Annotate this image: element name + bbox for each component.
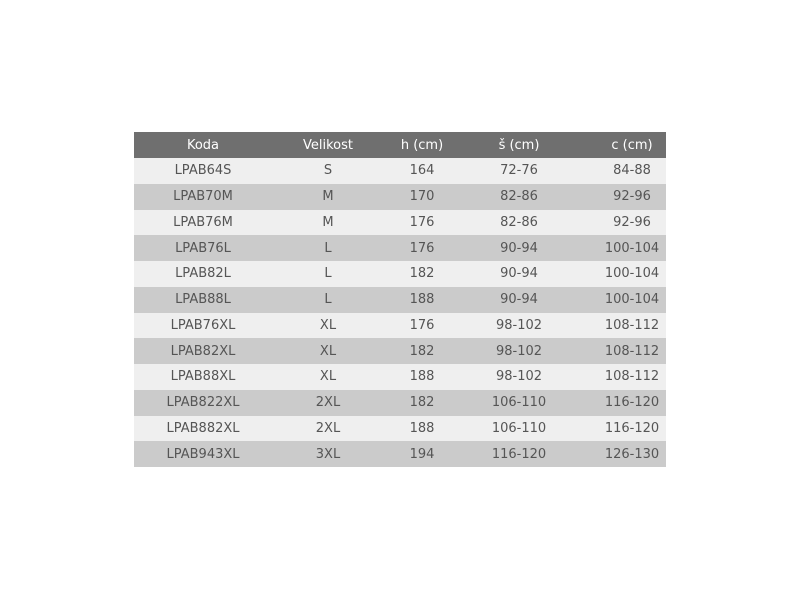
cell-h: 188 <box>384 286 460 313</box>
cell-c: 100-104 <box>578 286 666 313</box>
cell-koda: LPAB76L <box>134 235 272 261</box>
column-header-velikost: Velikost <box>272 132 384 158</box>
cell-h: 182 <box>384 261 460 287</box>
cell-koda: LPAB70M <box>134 183 272 210</box>
cell-koda: LPAB943XL <box>134 441 272 467</box>
cell-velikost: XL <box>272 312 384 339</box>
cell-c: 108-112 <box>578 338 666 364</box>
cell-h: 182 <box>384 338 460 364</box>
table-row: LPAB88L L 188 90-94 100-104 <box>134 286 666 313</box>
cell-h: 188 <box>384 364 460 390</box>
table-row: LPAB82L L 182 90-94 100-104 <box>134 261 666 287</box>
cell-koda: LPAB82XL <box>134 338 272 364</box>
table-row: LPAB70M M 170 82-86 92-96 <box>134 183 666 210</box>
table-row: LPAB64S S 164 72-76 84-88 <box>134 158 666 184</box>
cell-h: 170 <box>384 183 460 210</box>
header-row: Koda Velikost h (cm) š (cm) c (cm) <box>134 132 666 158</box>
table-row: LPAB82XL XL 182 98-102 108-112 <box>134 338 666 364</box>
cell-s: 98-102 <box>460 338 578 364</box>
cell-c: 100-104 <box>578 261 666 287</box>
cell-s: 98-102 <box>460 312 578 339</box>
cell-velikost: M <box>272 183 384 210</box>
cell-s: 106-110 <box>460 389 578 416</box>
cell-h: 188 <box>384 415 460 442</box>
cell-c: 108-112 <box>578 364 666 390</box>
cell-c: 92-96 <box>578 209 666 236</box>
cell-koda: LPAB82L <box>134 261 272 287</box>
column-header-c: c (cm) <box>578 132 666 158</box>
cell-h: 194 <box>384 441 460 467</box>
table-row: LPAB943XL 3XL 194 116-120 126-130 <box>134 441 666 467</box>
cell-velikost: L <box>272 235 384 261</box>
cell-koda: LPAB76XL <box>134 312 272 339</box>
table-row: LPAB76L L 176 90-94 100-104 <box>134 235 666 261</box>
cell-velikost: L <box>272 261 384 287</box>
table-row: LPAB76XL XL 176 98-102 108-112 <box>134 312 666 339</box>
cell-h: 182 <box>384 389 460 416</box>
cell-s: 90-94 <box>460 235 578 261</box>
cell-c: 92-96 <box>578 183 666 210</box>
cell-c: 108-112 <box>578 312 666 339</box>
cell-s: 90-94 <box>460 261 578 287</box>
cell-velikost: L <box>272 286 384 313</box>
table-row: LPAB822XL 2XL 182 106-110 116-120 <box>134 389 666 416</box>
cell-c: 116-120 <box>578 389 666 416</box>
cell-koda: LPAB822XL <box>134 389 272 416</box>
cell-h: 176 <box>384 235 460 261</box>
cell-h: 164 <box>384 158 460 184</box>
cell-s: 90-94 <box>460 286 578 313</box>
cell-velikost: S <box>272 158 384 184</box>
cell-s: 98-102 <box>460 364 578 390</box>
cell-koda: LPAB882XL <box>134 415 272 442</box>
cell-s: 116-120 <box>460 441 578 467</box>
cell-h: 176 <box>384 209 460 236</box>
cell-koda: LPAB88L <box>134 286 272 313</box>
cell-h: 176 <box>384 312 460 339</box>
column-header-h: h (cm) <box>384 132 460 158</box>
cell-koda: LPAB76M <box>134 209 272 236</box>
cell-koda: LPAB64S <box>134 158 272 184</box>
size-table: Koda Velikost h (cm) š (cm) c (cm) LPAB64S S 1… <box>134 132 666 467</box>
table-row: LPAB882XL 2XL 188 106-110 116-120 <box>134 415 666 442</box>
cell-c: 84-88 <box>578 158 666 184</box>
cell-s: 72-76 <box>460 158 578 184</box>
cell-velikost: 2XL <box>272 415 384 442</box>
cell-velikost: M <box>272 209 384 236</box>
cell-velikost: XL <box>272 364 384 390</box>
cell-c: 126-130 <box>578 441 666 467</box>
cell-velikost: XL <box>272 338 384 364</box>
table-row: LPAB76M M 176 82-86 92-96 <box>134 209 666 236</box>
cell-velikost: 2XL <box>272 389 384 416</box>
cell-c: 116-120 <box>578 415 666 442</box>
cell-velikost: 3XL <box>272 441 384 467</box>
column-header-s: š (cm) <box>460 132 578 158</box>
cell-c: 100-104 <box>578 235 666 261</box>
cell-s: 82-86 <box>460 183 578 210</box>
cell-s: 82-86 <box>460 209 578 236</box>
cell-koda: LPAB88XL <box>134 364 272 390</box>
table-row: LPAB88XL XL 188 98-102 108-112 <box>134 364 666 390</box>
column-header-koda: Koda <box>134 132 272 158</box>
cell-s: 106-110 <box>460 415 578 442</box>
